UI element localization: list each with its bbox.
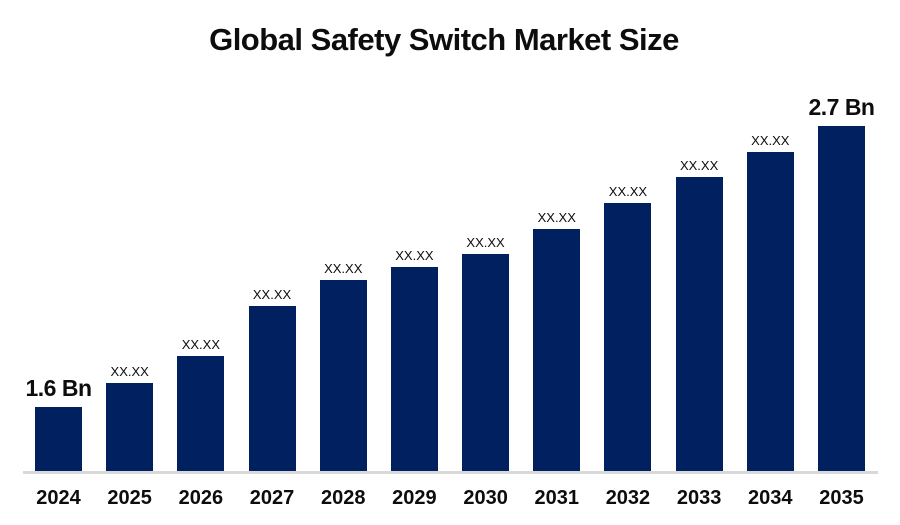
bar-2033 — [675, 177, 723, 471]
x-axis-line — [23, 471, 878, 474]
x-tick-2025: 2025 — [107, 487, 152, 509]
x-tick-2035: 2035 — [819, 487, 864, 509]
bar-2031 — [533, 229, 581, 471]
x-tick-2026: 2026 — [178, 487, 224, 509]
value-label-2032: XX.XX — [608, 184, 648, 199]
bar-2028 — [319, 280, 367, 471]
value-label-2027: XX.XX — [252, 287, 292, 302]
value-label-2024: 1.6 Bn — [25, 375, 92, 401]
bar-2030 — [462, 254, 510, 471]
bar-2027 — [248, 306, 296, 471]
value-label-2034: XX.XX — [751, 133, 790, 148]
bar-2026 — [177, 356, 225, 471]
x-tick-2029: 2029 — [392, 487, 437, 509]
value-label-2025: XX.XX — [110, 364, 149, 379]
bar-2029 — [390, 267, 438, 471]
x-tick-2032: 2032 — [605, 487, 651, 509]
value-label-2031: XX.XX — [537, 210, 576, 225]
x-tick-2031: 2031 — [534, 487, 580, 509]
bar-2035 — [817, 126, 865, 471]
chart-title: Global Safety Switch Market Size — [209, 22, 679, 57]
x-tick-2027: 2027 — [249, 487, 295, 509]
x-tick-2024: 2024 — [36, 487, 81, 509]
value-label-2035: 2.7 Bn — [808, 94, 875, 120]
x-tick-2033: 2033 — [676, 487, 722, 509]
bar-2025 — [106, 383, 154, 471]
value-label-2029: XX.XX — [395, 248, 434, 263]
bar-2032 — [604, 203, 652, 471]
x-tick-2034: 2034 — [748, 487, 793, 509]
value-label-2028: XX.XX — [324, 261, 363, 276]
x-tick-2030: 2030 — [463, 487, 508, 509]
value-label-2033: XX.XX — [679, 158, 719, 173]
bar-2024 — [35, 407, 82, 471]
value-label-2030: XX.XX — [466, 235, 505, 250]
value-label-2026: XX.XX — [181, 337, 221, 352]
x-tick-2028: 2028 — [320, 487, 366, 509]
bar-2034 — [746, 152, 794, 471]
